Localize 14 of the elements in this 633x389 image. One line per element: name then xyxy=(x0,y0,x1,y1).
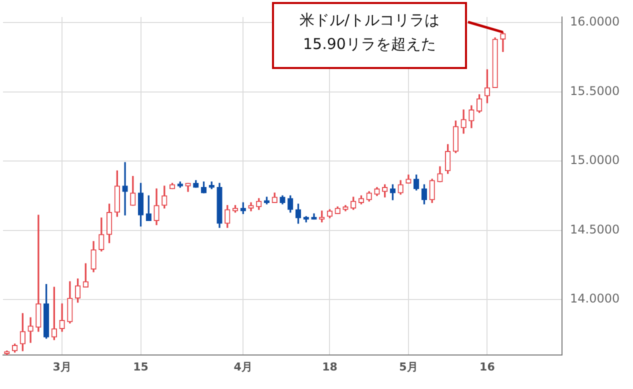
x-tick-label: 5月 xyxy=(399,360,418,374)
x-tick-label: 15 xyxy=(133,360,148,374)
y-tick-label: 16.0000 xyxy=(570,14,620,29)
x-tick-label: 3月 xyxy=(52,360,72,374)
y-tick-label: 15.5000 xyxy=(570,84,620,98)
x-tick-label: 16 xyxy=(480,360,496,374)
y-tick-label: 14.0000 xyxy=(570,292,620,306)
candlestick xyxy=(122,162,128,216)
y-tick-label: 14.5000 xyxy=(570,222,620,236)
x-tick-label: 4月 xyxy=(234,360,252,374)
candlestick xyxy=(36,214,42,332)
x-tick-label: 18 xyxy=(322,360,338,374)
callout-box: 米ドル/トルコリラは 15.90リラを超えた xyxy=(272,2,467,69)
y-tick-label: 15.0000 xyxy=(570,153,620,168)
